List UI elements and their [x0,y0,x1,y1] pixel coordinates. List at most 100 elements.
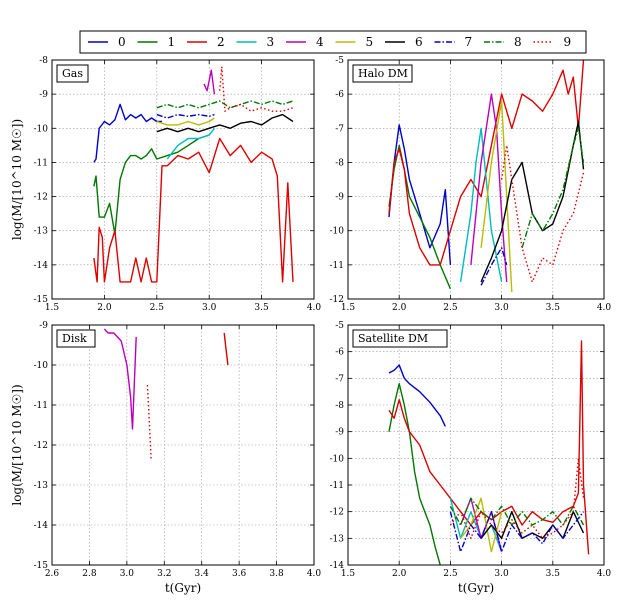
y-tick-label: -13 [34,481,49,491]
y-tick-label: -5 [335,321,344,331]
x-tick-label: 3.2 [157,569,171,579]
y-axis-label: log(M/[10^10 M☉]) [10,384,24,505]
series-line-6 [156,113,294,133]
panels: 1.5 2.0 2.5 3.0 3.5 4.0 -15 -14 -13 -12 -11 -10 -9 -8… [10,56,611,595]
y-tick-label: -12 [330,295,345,305]
legend-label-4: 4 [316,35,324,49]
y-tick-label: -10 [330,227,345,237]
series-line-2 [223,332,229,366]
legend-label-1: 1 [168,35,176,49]
y-tick-label: -12 [34,441,49,451]
x-tick-label: 2.0 [392,569,407,579]
series-line-3 [449,498,503,552]
x-tick-label: 4.0 [307,303,322,313]
x-tick-label: 3.5 [546,569,561,579]
series-line-7 [480,247,508,286]
x-axis-label: t(Gyr) [458,581,494,595]
y-tick-label: -12 [330,508,345,518]
y-axis-label: log(M/[10^10 M☉]) [10,119,24,240]
plot-frame [51,59,315,300]
series-line-5 [460,497,503,553]
plot-area [348,60,604,299]
x-tick-label: 2.5 [443,569,458,579]
x-tick-label: 1.5 [341,569,356,579]
x-tick-label: 3.0 [202,303,217,313]
x-tick-label: 3.6 [232,569,247,579]
x-tick-label: 4.0 [307,569,322,579]
series-line-8 [156,100,294,109]
y-tick-label: -5 [335,56,344,66]
series-line-5 [480,100,513,293]
y-tick-label: -14 [330,561,345,571]
y-tick-label: -15 [34,561,49,571]
panel-gas: 1.5 2.0 2.5 3.0 3.5 4.0 -15 -14 -13 -12 -11 -10 -9 -8… [10,56,321,313]
y-tick-label: -9 [335,428,344,438]
series-line-4 [203,69,216,95]
panel-title-box [352,64,413,83]
series-line-0 [93,103,162,163]
panel-title: Satellite DM [358,332,428,345]
y-tick-label: -7 [335,124,344,134]
y-tick-label: -6 [335,348,344,358]
x-tick-label: 2.0 [392,303,407,313]
legend-label-0: 0 [118,35,126,49]
plot-frame [347,324,605,566]
panel-disk: 2.6 2.8 3.0 3.2 3.4 3.6 3.8 4.0 -15 -14 -13 -12 -11 -… [10,321,321,595]
y-tick-label: -14 [34,261,49,271]
y-tick-label: -9 [335,193,344,203]
legend-label-7: 7 [465,35,473,49]
series-line-7 [449,511,585,553]
series-line-0 [388,124,452,265]
legend-label-5: 5 [366,35,374,49]
panel-title: Gas [62,67,83,80]
x-tick-label: 2.5 [150,303,165,313]
x-tick-label: 2.6 [45,569,60,579]
series-line-6 [480,511,585,539]
legend: 0 1 2 3 4 5 6 7 8 9 [79,30,587,54]
x-tick-label: 3.0 [120,569,135,579]
y-tick-label: -9 [39,90,48,100]
y-tick-label: -6 [335,90,344,100]
y-tick-label: -10 [330,454,345,464]
panel-title: Disk [62,332,87,345]
series-line-1 [93,134,210,235]
series-line-2 [93,137,294,283]
y-tick-label: -12 [34,193,49,203]
legend-label-3: 3 [267,35,275,49]
legend-label-9: 9 [564,35,572,49]
series-group [93,66,294,283]
series-line-1 [388,144,452,290]
series-line-2 [388,340,590,555]
series-group [388,60,585,293]
y-tick-label: -7 [335,374,344,384]
y-tick-label: -10 [34,361,49,371]
x-tick-label: 4.0 [597,303,612,313]
series-line-3 [459,127,503,283]
panel-title: Halo DM [358,67,408,80]
legend-label-2: 2 [217,35,225,49]
y-tick-label: -14 [34,521,49,531]
y-tick-label: -11 [34,401,49,411]
plot-area [52,60,314,299]
x-tick-label: 3.4 [195,569,210,579]
x-tick-label: 2.0 [97,303,112,313]
series-line-2 [388,60,585,266]
series-line-8 [521,127,585,249]
series-line-9 [146,384,152,462]
x-tick-label: 3.0 [494,303,509,313]
y-tick-label: -8 [335,401,344,411]
y-tick-label: -13 [330,534,345,544]
x-tick-label: 3.5 [546,303,561,313]
x-tick-label: 3.8 [269,569,284,579]
x-tick-label: 3.0 [494,569,509,579]
panel-satellite-dm: 1.5 2.0 2.5 3.0 3.5 4.0 -14 -13 -12 -11 -10 -9 -8 -7 -… [330,321,612,595]
x-tick-label: 2.8 [82,569,97,579]
x-tick-label: 3.5 [254,303,269,313]
y-tick-label: -11 [34,158,49,168]
series-line-4 [103,328,137,430]
y-tick-label: -11 [330,481,345,491]
x-tick-label: 1.5 [341,303,356,313]
x-tick-label: 1.5 [45,303,60,313]
x-tick-label: 2.5 [443,303,458,313]
